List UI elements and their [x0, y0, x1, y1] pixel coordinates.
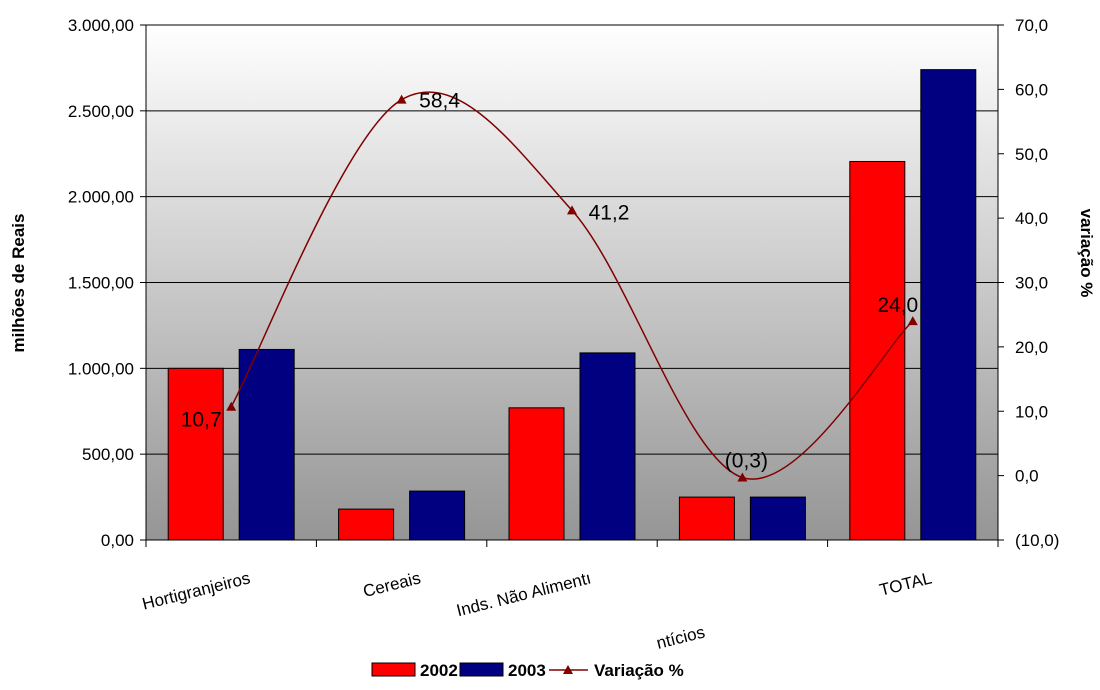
y-tick-label-right: 60,0 — [1015, 80, 1048, 99]
variation-data-label: 41,2 — [589, 201, 630, 224]
bar-2003 — [238, 348, 295, 541]
y-tick-label-left: 3.000,00 — [68, 16, 134, 35]
variation-data-label: 24,0 — [877, 294, 918, 317]
bar-2003 — [749, 496, 806, 541]
legend-label-variation: Variação % — [594, 661, 684, 680]
y-tick-label-right: 70,0 — [1015, 16, 1048, 35]
variation-marker — [907, 316, 918, 326]
y-tick-label-right: 20,0 — [1015, 338, 1048, 357]
variation-data-label: (0,3) — [725, 450, 768, 473]
y-tick-label-right: 50,0 — [1015, 145, 1048, 164]
data-labels: 10,7 58,4 41,2 (0,3) 24,0 — [181, 90, 918, 473]
bar-2002 — [167, 367, 224, 541]
legend-swatch-2003 — [459, 662, 504, 677]
x-category-label-fragment: ntícios — [655, 623, 707, 653]
y-tick-label-right: 40,0 — [1015, 209, 1048, 228]
bar-2003 — [920, 69, 977, 541]
variation-marker — [737, 472, 748, 482]
bar-2003 — [579, 352, 636, 541]
y-tick-label-left: 2.500,00 — [68, 102, 134, 121]
y-tick-label-right: (10,0) — [1015, 531, 1059, 550]
variation-marker — [396, 94, 407, 104]
y-tick-label-left: 1.000,00 — [68, 359, 134, 378]
y2-axis-title: variação % — [1077, 209, 1096, 298]
variation-marker — [226, 401, 237, 411]
y-tick-label-left: 1.500,00 — [68, 274, 134, 293]
bar-2002 — [338, 508, 395, 541]
x-category-label: Inds. Não Alimentı — [455, 568, 593, 620]
variation-line — [226, 91, 918, 482]
legend-label-2002: 2002 — [420, 661, 458, 680]
bar-2002 — [678, 496, 735, 541]
bars — [167, 69, 977, 541]
y-tick-label-left: 2.000,00 — [68, 188, 134, 207]
variation-data-label: 58,4 — [419, 90, 460, 113]
legend-swatch-2002 — [371, 662, 416, 677]
y-tick-label-right: 10,0 — [1015, 402, 1048, 421]
y-axis-title: milhões de Reais — [9, 214, 28, 353]
legend-label-2003: 2003 — [508, 661, 546, 680]
y-tick-label-right: 30,0 — [1015, 274, 1048, 293]
y-tick-label-left: 500,00 — [82, 445, 134, 464]
variation-marker — [567, 205, 577, 215]
y-tick-label-left: 0,00 — [101, 531, 134, 550]
bar-2003 — [409, 490, 466, 541]
x-category-label: Hortigranjeiros — [140, 568, 252, 613]
x-category-label: TOTAL — [878, 568, 934, 599]
x-category-label: Cereais — [361, 568, 422, 601]
bar-2002 — [849, 160, 906, 541]
bar-2002 — [508, 407, 565, 541]
legend: 2002 2003 Variação % — [371, 661, 684, 680]
variation-data-label: 10,7 — [181, 409, 222, 432]
y-tick-label-right: 0,0 — [1015, 467, 1039, 486]
legend-marker-variation — [563, 665, 573, 674]
